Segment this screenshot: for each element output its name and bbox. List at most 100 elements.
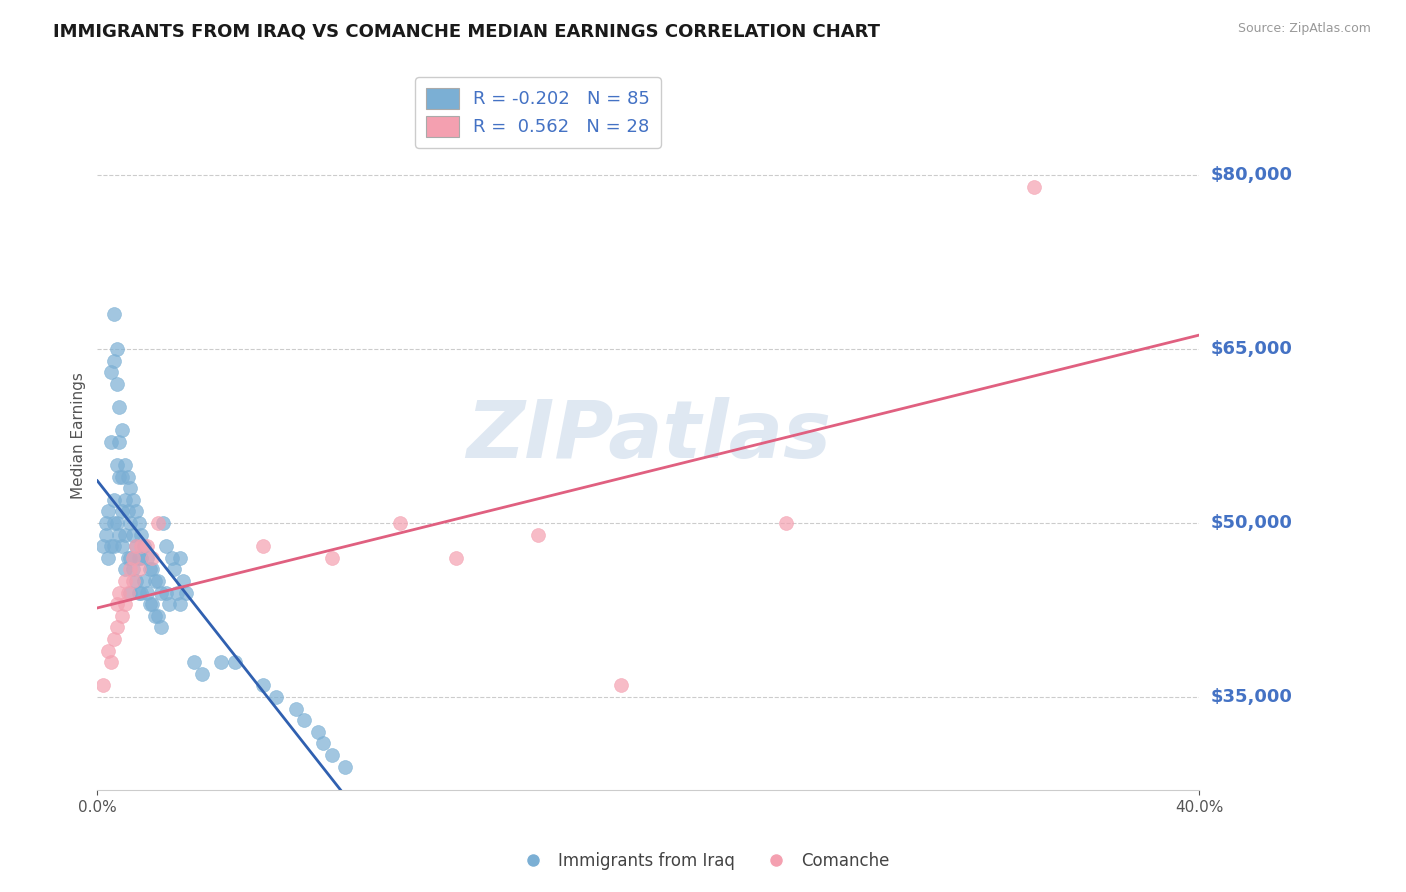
Point [266, 690, 288, 704]
Point [292, 713, 315, 727]
Point [117, 550, 139, 565]
Point [100, 434, 122, 449]
Point [149, 585, 172, 599]
Point [1024, 179, 1046, 194]
Point [163, 562, 186, 576]
Point [138, 562, 160, 576]
Point [321, 747, 343, 762]
Point [114, 492, 136, 507]
Point [146, 574, 169, 588]
Text: ZIPatlas: ZIPatlas [465, 397, 831, 475]
Text: $80,000: $80,000 [1211, 166, 1292, 184]
Point [155, 539, 177, 553]
Point [136, 585, 159, 599]
Point [108, 585, 131, 599]
Point [775, 516, 797, 530]
Point [103, 632, 125, 646]
Point [125, 504, 148, 518]
Legend: Immigrants from Iraq, Comanche: Immigrants from Iraq, Comanche [509, 846, 897, 877]
Point [160, 550, 183, 565]
Point [120, 585, 142, 599]
Point [155, 585, 177, 599]
Point [125, 539, 148, 553]
Point [209, 655, 232, 669]
Point [120, 516, 142, 530]
Point [312, 736, 335, 750]
Point [252, 678, 274, 692]
Point [128, 585, 150, 599]
Point [172, 574, 194, 588]
Point [131, 585, 153, 599]
Text: $35,000: $35,000 [1211, 688, 1292, 706]
Point [174, 585, 197, 599]
Point [152, 516, 174, 530]
Point [105, 342, 128, 356]
Point [105, 620, 128, 634]
Point [103, 516, 125, 530]
Point [141, 550, 163, 565]
Point [307, 724, 329, 739]
Point [97, 643, 120, 657]
Point [252, 539, 274, 553]
Point [94, 516, 117, 530]
Point [128, 550, 150, 565]
Point [191, 666, 214, 681]
Point [122, 562, 145, 576]
Point [128, 562, 150, 576]
Point [166, 585, 188, 599]
Point [103, 307, 125, 321]
Point [114, 458, 136, 472]
Point [108, 527, 131, 541]
Point [389, 516, 412, 530]
Point [131, 539, 153, 553]
Point [111, 469, 134, 483]
Point [114, 597, 136, 611]
Point [136, 539, 159, 553]
Point [114, 574, 136, 588]
Point [284, 701, 307, 715]
Point [120, 481, 142, 495]
Point [103, 492, 125, 507]
Point [128, 516, 150, 530]
Point [100, 539, 122, 553]
Point [108, 434, 131, 449]
Point [120, 562, 142, 576]
Point [103, 353, 125, 368]
Point [105, 376, 128, 391]
Legend: R = -0.202   N = 85, R =  0.562   N = 28: R = -0.202 N = 85, R = 0.562 N = 28 [415, 77, 661, 147]
Point [125, 574, 148, 588]
Y-axis label: Median Earnings: Median Earnings [72, 373, 86, 500]
Point [105, 458, 128, 472]
Point [122, 574, 145, 588]
Point [134, 574, 156, 588]
Point [111, 423, 134, 437]
Point [120, 550, 142, 565]
Point [117, 469, 139, 483]
Point [100, 655, 122, 669]
Point [527, 527, 550, 541]
Point [169, 550, 191, 565]
Point [97, 504, 120, 518]
Point [141, 562, 163, 576]
Point [100, 365, 122, 379]
Point [321, 550, 343, 565]
Point [105, 516, 128, 530]
Point [94, 527, 117, 541]
Point [335, 759, 357, 773]
Point [134, 539, 156, 553]
Point [143, 608, 166, 623]
Point [114, 527, 136, 541]
Point [111, 539, 134, 553]
Point [97, 550, 120, 565]
Point [131, 527, 153, 541]
Point [224, 655, 246, 669]
Text: $65,000: $65,000 [1211, 340, 1292, 358]
Point [111, 504, 134, 518]
Point [122, 527, 145, 541]
Point [125, 539, 148, 553]
Point [136, 550, 159, 565]
Point [114, 562, 136, 576]
Point [103, 539, 125, 553]
Point [122, 550, 145, 565]
Point [117, 585, 139, 599]
